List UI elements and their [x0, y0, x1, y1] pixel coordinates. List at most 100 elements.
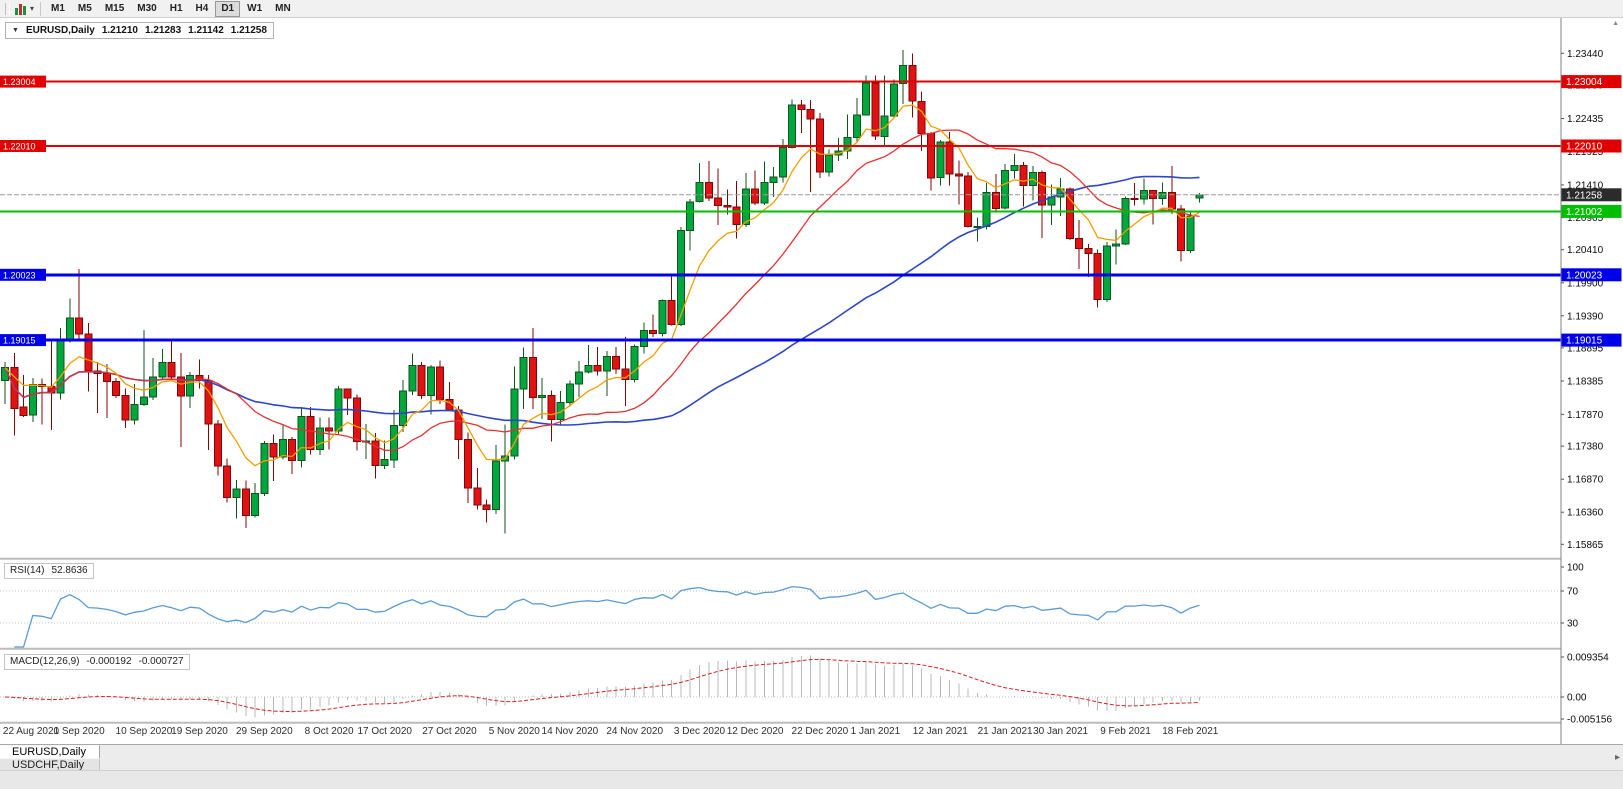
candle-bear	[121, 395, 130, 421]
candle-bull	[843, 137, 852, 152]
timeframe-button-m5[interactable]: M5	[72, 1, 98, 17]
chart-window: 1.234401.229501.224351.219251.214101.209…	[0, 18, 1623, 744]
candle-bull	[1158, 192, 1167, 199]
candle-bull	[408, 365, 417, 392]
price-tick-label: 1.21410	[1567, 180, 1604, 191]
macd-main-value: -0.000192	[86, 656, 132, 667]
candle-bull	[936, 141, 945, 179]
candle-bear	[1130, 198, 1139, 200]
ohlc-high: 1.21283	[145, 24, 182, 36]
candle-bear	[213, 423, 222, 467]
candle-bear	[732, 206, 741, 225]
candle-bull	[399, 390, 408, 426]
ohlc-low: 1.21142	[188, 24, 224, 36]
candle-bear	[1065, 188, 1074, 240]
candle-bull	[788, 104, 797, 148]
tabs-scroll-right-icon[interactable]: ▸	[1611, 752, 1620, 763]
price-level-badge-text: 1.21002	[1566, 207, 1603, 218]
timeframe-button-w1[interactable]: W1	[241, 1, 268, 17]
date-tick-label: 3 Dec 2020	[674, 726, 726, 737]
price-level-badge	[1561, 268, 1622, 282]
toolbar-separator	[40, 1, 42, 16]
candle-bull	[186, 375, 195, 397]
price-chart-svg[interactable]: 1.234401.229501.224351.219251.214101.209…	[0, 18, 1623, 744]
price-level-badge-text: 1.23004	[1566, 77, 1603, 88]
candle-bull	[565, 383, 574, 404]
chart-tabs: EURUSD,DailyUSDCHF,DailyAUDUSD,DailyUSDC…	[0, 745, 100, 770]
price-level-badge	[1561, 204, 1622, 218]
candle-bull	[741, 188, 750, 225]
date-tick-label: 9 Feb 2021	[1100, 726, 1151, 737]
candle-bear	[797, 104, 806, 111]
timeframe-button-h4[interactable]: H4	[190, 1, 215, 17]
candle-bull	[158, 362, 167, 378]
candle-bear	[19, 406, 28, 417]
ohlc-close: 1.21258	[230, 24, 267, 36]
candle-bull	[1001, 170, 1010, 209]
candle-bear	[723, 205, 732, 208]
candle-bull	[1102, 245, 1111, 301]
candle-bear	[371, 440, 380, 466]
timeframe-button-mn[interactable]: MN	[269, 1, 297, 17]
candle-bull	[232, 488, 241, 498]
toolbar-grip[interactable]	[5, 2, 10, 15]
macd-axis-label: -0.005156	[1567, 715, 1612, 726]
candle-bear	[352, 397, 361, 443]
chart-type-icon[interactable]	[15, 3, 26, 15]
timeframe-button-m15[interactable]: M15	[99, 1, 130, 17]
candle-bear	[241, 488, 250, 516]
candle-bear	[964, 175, 973, 227]
timeframe-button-d1[interactable]: D1	[215, 0, 241, 17]
candle-bull	[510, 388, 519, 457]
price-level-badge	[1561, 139, 1622, 153]
timeframe-button-m1[interactable]: M1	[45, 1, 71, 17]
candle-bull	[982, 192, 991, 227]
scroll-up-icon[interactable]: ▲	[1612, 20, 1619, 27]
price-level-left-badge	[0, 334, 46, 347]
ma-mid-line	[4, 129, 1200, 452]
candle-bear	[417, 365, 426, 397]
candle-bull	[639, 330, 648, 347]
timeframe-button-h1[interactable]: H1	[164, 1, 189, 17]
candle-bear	[751, 188, 760, 204]
candle-bear	[908, 65, 917, 102]
candle-bear	[667, 299, 676, 325]
candle-bull	[28, 384, 37, 416]
price-tick-label: 1.19390	[1567, 311, 1604, 322]
candle-bear	[325, 427, 334, 432]
chart-tab-eurusd-daily[interactable]: EURUSD,Daily	[0, 745, 100, 758]
macd-signal-value: -0.000727	[138, 656, 184, 667]
chart-type-dropdown-icon[interactable]: ▾	[30, 4, 35, 13]
candle-bear	[167, 362, 176, 378]
candle-bull	[130, 404, 139, 421]
date-tick-label: 24 Nov 2020	[606, 726, 663, 737]
candle-bull	[65, 317, 74, 340]
price-axis-background[interactable]	[1561, 18, 1623, 744]
collapse-icon[interactable]: ▼	[12, 26, 19, 34]
macd-signal-line	[4, 658, 1200, 713]
timeframe-button-m30[interactable]: M30	[131, 1, 162, 17]
candle-bull	[297, 415, 306, 461]
price-tick-label: 1.17380	[1567, 442, 1604, 453]
chart-tab-usdchf-daily[interactable]: USDCHF,Daily	[0, 758, 100, 770]
price-tick-label: 1.15865	[1567, 540, 1604, 551]
candle-bull	[695, 181, 704, 203]
candle-bear	[991, 192, 1000, 209]
price-tick-label: 1.18385	[1567, 377, 1604, 388]
candle-bull	[575, 371, 584, 385]
candle-bear	[547, 395, 556, 421]
candle-bear	[482, 504, 491, 511]
chart-tabs-bar: EURUSD,DailyUSDCHF,DailyAUDUSD,DailyUSDC…	[0, 744, 1623, 770]
candle-bull	[862, 82, 871, 116]
price-tick-label: 1.23440	[1567, 49, 1604, 60]
candle-bull	[426, 366, 435, 396]
candle-bear	[445, 398, 454, 411]
price-level-badge-text: 1.20023	[1566, 270, 1603, 281]
timeframe-toolbar: ▾ M1 M5 M15 M30 H1 H4 D1 W1 MN	[0, 0, 1623, 18]
candle-bear	[1075, 238, 1084, 249]
candle-bear	[528, 356, 537, 398]
candle-bull	[584, 365, 593, 373]
candle-bear	[84, 333, 93, 372]
bid-price-badge	[1561, 188, 1622, 202]
